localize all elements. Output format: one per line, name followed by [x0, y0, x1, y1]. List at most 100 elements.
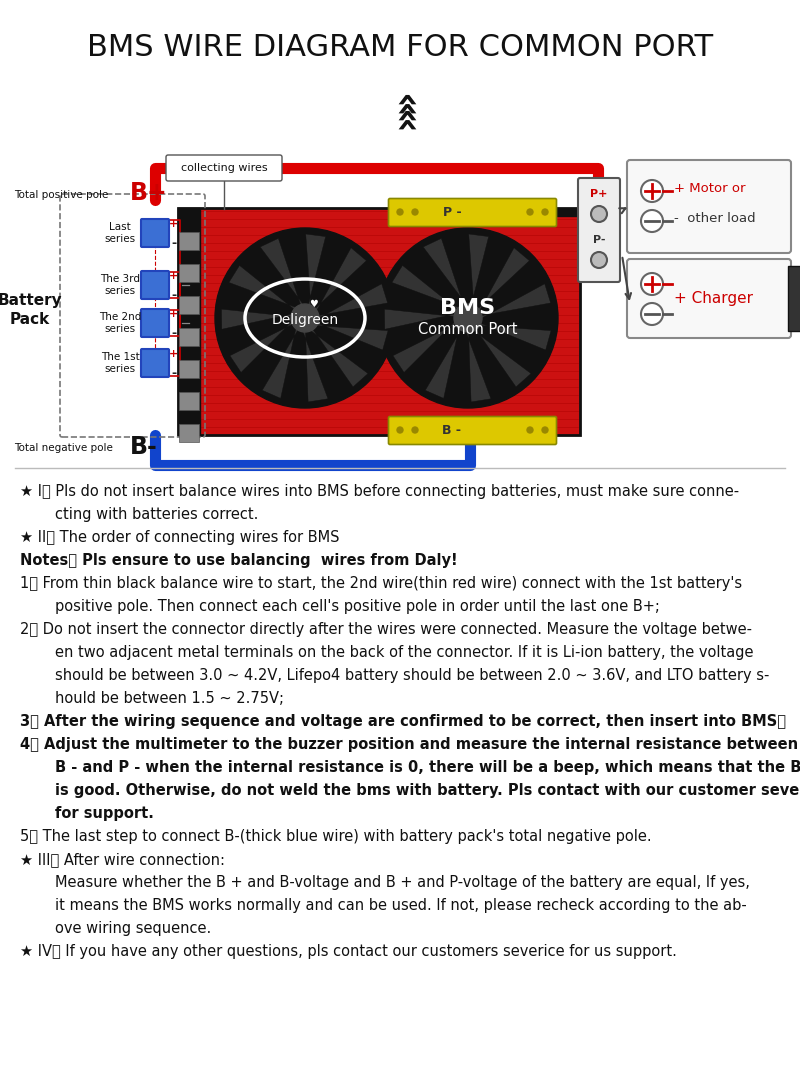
Polygon shape [305, 248, 366, 318]
Polygon shape [385, 310, 468, 329]
Text: BMS WIRE DIAGRAM FOR COMMON PORT: BMS WIRE DIAGRAM FOR COMMON PORT [87, 33, 713, 63]
Polygon shape [423, 238, 468, 318]
FancyBboxPatch shape [627, 259, 791, 338]
Polygon shape [468, 284, 550, 318]
Text: BMS: BMS [441, 298, 495, 318]
Circle shape [397, 209, 403, 215]
Text: P -: P - [442, 205, 462, 219]
Circle shape [291, 304, 319, 332]
Text: P-: P- [593, 235, 606, 245]
Circle shape [641, 303, 663, 325]
Circle shape [378, 228, 558, 408]
Text: The 1st
series: The 1st series [101, 352, 139, 373]
Text: ove wiring sequence.: ove wiring sequence. [55, 921, 211, 935]
Text: +: + [170, 349, 178, 359]
Text: + Motor or: + Motor or [674, 182, 746, 195]
Polygon shape [468, 248, 530, 318]
Text: cting with batteries correct.: cting with batteries correct. [55, 507, 258, 522]
Bar [179, 264, 199, 282]
Text: ★ IV、 If you have any other questions, pls contact our customers severice for us: ★ IV、 If you have any other questions, p… [20, 944, 677, 959]
Polygon shape [222, 310, 305, 329]
Polygon shape [305, 318, 368, 387]
FancyBboxPatch shape [578, 178, 620, 282]
Text: +: + [170, 271, 178, 281]
Bar [179, 296, 199, 314]
Text: B-: B- [130, 435, 158, 459]
Polygon shape [468, 318, 531, 387]
Text: 4、 Adjust the multimeter to the buzzer position and measure the internal resista: 4、 Adjust the multimeter to the buzzer p… [20, 737, 798, 752]
Text: collecting wires: collecting wires [181, 163, 267, 173]
Text: positive pole. Then connect each cell's positive pole in order until the last on: positive pole. Then connect each cell's … [55, 599, 660, 614]
FancyBboxPatch shape [141, 349, 169, 377]
Text: +: + [170, 309, 178, 319]
FancyBboxPatch shape [389, 416, 557, 445]
Polygon shape [303, 318, 328, 402]
Text: 5、 The last step to connect B-(thick blue wire) with battery pack's total negati: 5、 The last step to connect B-(thick blu… [20, 829, 652, 844]
Text: Last
series: Last series [105, 222, 135, 244]
Bar [178, 208, 200, 435]
Text: B - and P - when the internal resistance is 0, there will be a beep, which means: B - and P - when the internal resistance… [55, 760, 800, 775]
Polygon shape [466, 318, 491, 402]
Circle shape [454, 304, 482, 332]
Text: ★ III、 After wire connection:: ★ III、 After wire connection: [20, 852, 225, 868]
Polygon shape [229, 265, 305, 318]
FancyBboxPatch shape [178, 208, 580, 435]
Text: 3、 After the wiring sequence and voltage are confirmed to be correct, then inser: 3、 After the wiring sequence and voltage… [20, 714, 786, 729]
Bar [179, 232, 199, 250]
Polygon shape [230, 318, 305, 372]
Text: 2、 Do not insert the connector directly after the wires were connected. Measure : 2、 Do not insert the connector directly … [20, 622, 752, 637]
Text: + Charger: + Charger [674, 290, 753, 305]
Polygon shape [468, 234, 489, 318]
Text: hould be between 1.5 ~ 2.75V;: hould be between 1.5 ~ 2.75V; [55, 691, 284, 706]
Text: 1、 From thin black balance wire to start, the 2nd wire(thin red wire) connect wi: 1、 From thin black balance wire to start… [20, 576, 742, 591]
Bar [179, 360, 199, 378]
Polygon shape [392, 265, 468, 318]
FancyBboxPatch shape [389, 199, 557, 227]
Text: -  other load: - other load [674, 213, 756, 226]
Text: Deligreen: Deligreen [271, 313, 338, 327]
Text: +: + [170, 219, 178, 229]
Polygon shape [260, 238, 305, 318]
Text: Total negative pole: Total negative pole [14, 443, 113, 453]
Text: ♥: ♥ [309, 299, 318, 309]
Circle shape [397, 427, 403, 433]
Text: ★ II、 The order of connecting wires for BMS: ★ II、 The order of connecting wires for … [20, 530, 339, 545]
Circle shape [542, 427, 548, 433]
Text: The 2nd
series: The 2nd series [99, 312, 141, 333]
Bar [788, 267, 800, 331]
Circle shape [215, 228, 395, 408]
Text: for support.: for support. [55, 806, 154, 821]
Text: is good. Otherwise, do not weld the bms with battery. Pls contact with our custo: is good. Otherwise, do not weld the bms … [55, 783, 800, 798]
Polygon shape [262, 318, 305, 398]
Polygon shape [305, 234, 326, 318]
Polygon shape [426, 318, 468, 398]
Bar [179, 424, 199, 442]
Text: -: - [171, 288, 177, 301]
Text: should be between 3.0 ~ 4.2V, Lifepo4 battery should be between 2.0 ~ 3.6V, and : should be between 3.0 ~ 4.2V, Lifepo4 ba… [55, 668, 770, 683]
Text: »: » [386, 87, 424, 112]
FancyBboxPatch shape [166, 155, 282, 181]
Text: B -: B - [442, 423, 462, 437]
Polygon shape [305, 284, 388, 318]
Text: »: » [386, 104, 424, 128]
Circle shape [412, 209, 418, 215]
FancyBboxPatch shape [141, 309, 169, 337]
Text: it means the BMS works normally and can be used. If not, please recheck accordin: it means the BMS works normally and can … [55, 898, 746, 913]
Polygon shape [393, 318, 468, 372]
Circle shape [527, 427, 533, 433]
Text: Measure whether the B + and B-voltage and B + and P-voltage of the battery are e: Measure whether the B + and B-voltage an… [55, 875, 750, 890]
Bar [179, 328, 199, 346]
Text: Common Port: Common Port [418, 323, 518, 338]
Circle shape [641, 210, 663, 232]
Text: Notes： Pls ensure to use balancing  wires from Daly!: Notes： Pls ensure to use balancing wires… [20, 554, 458, 568]
Circle shape [641, 273, 663, 295]
Polygon shape [305, 318, 388, 350]
Text: The 3rd
series: The 3rd series [100, 274, 140, 296]
Polygon shape [468, 318, 551, 350]
Text: en two adjacent metal terminals on the back of the connector. If it is Li-ion ba: en two adjacent metal terminals on the b… [55, 645, 754, 660]
Circle shape [591, 206, 607, 222]
FancyBboxPatch shape [627, 160, 791, 252]
Circle shape [591, 252, 607, 268]
Text: Total positive pole: Total positive pole [14, 190, 108, 200]
Bar [179, 392, 199, 410]
